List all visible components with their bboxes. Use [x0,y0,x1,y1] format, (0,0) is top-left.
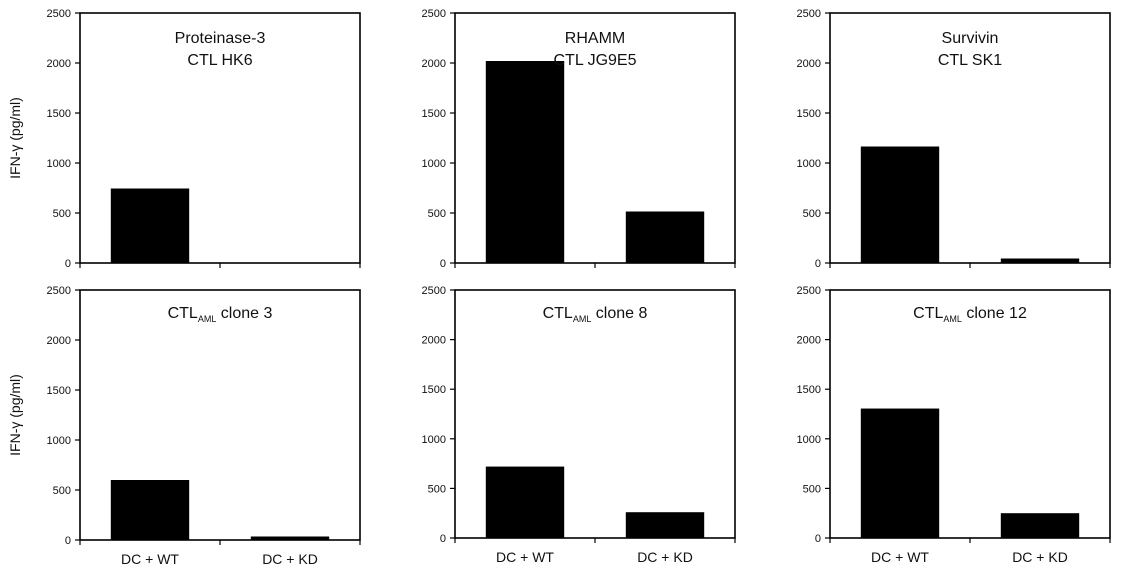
chart-panel-3: 0 500 1000 1500 2000 2500 Survivin CTL SK1 [797,8,1111,270]
y-tick-label: 2000 [47,58,71,70]
y-tick-label: 1000 [422,158,446,170]
bar-dc-kd [1000,513,1080,538]
bar-dc-wt [110,188,190,263]
panel-title: Proteinase-3 [175,30,266,47]
y-tick-label: 1000 [797,158,821,170]
y-tick-label: 2500 [47,8,71,20]
panel-title: CTL SK1 [938,52,1002,69]
y-tick-label: 1500 [422,384,446,396]
bar-dc-wt [485,466,565,538]
bar-dc-kd [250,536,330,540]
panel-title: CTLAML clone 3 [168,305,273,324]
bar-dc-wt [485,61,565,263]
y-tick-label: 0 [65,535,71,547]
y-tick-label: 500 [428,483,446,495]
x-tick-label: DC + KD [637,549,693,565]
x-tick-label: DC + WT [496,549,554,565]
y-tick-label: 2000 [422,58,446,70]
bar-dc-kd [625,512,705,538]
y-tick-label: 0 [815,258,821,270]
y-tick-label: 2000 [47,335,71,347]
y-tick-label: 1500 [797,108,821,120]
y-tick-label: 2500 [422,285,446,297]
y-tick-label: 500 [53,485,71,497]
y-tick-label: 1500 [47,108,71,120]
x-tick-label: DC + WT [871,549,929,565]
chart-panel-1: 0 500 1000 1500 2000 2500 Proteinase-3 CTL HK6 I… [7,8,361,270]
y-tick-label: 500 [803,208,821,220]
bar-dc-kd [625,211,705,263]
bar-dc-kd [1000,258,1080,263]
y-tick-label: 2500 [422,8,446,20]
x-tick-label: DC + KD [262,551,318,567]
chart-panel-6: 0 500 1000 1500 2000 2500 DC + WT DC + KD CTLAML… [797,285,1111,565]
panel-title: RHAMM [565,30,625,47]
y-axis-label: IFN-γ (pg/ml) [7,374,23,456]
y-tick-label: 0 [65,258,71,270]
y-tick-label: 0 [440,258,446,270]
y-tick-label: 1000 [422,434,446,446]
panel-title: Survivin [942,30,999,47]
y-tick-label: 2500 [47,285,71,297]
y-tick-label: 2000 [797,58,821,70]
y-tick-label: 0 [815,533,821,545]
y-tick-label: 1000 [797,434,821,446]
y-tick-label: 1000 [47,435,71,447]
y-tick-label: 2500 [797,285,821,297]
bar-dc-wt [110,480,190,540]
chart-panel-2: 0 500 1000 1500 2000 2500 RHAMM CTL JG9E5 [422,8,736,270]
y-tick-label: 0 [440,533,446,545]
bar-dc-wt [860,408,940,538]
chart-panel-4: 0 500 1000 1500 2000 2500 DC + WT DC + KD CTLAML… [7,285,361,567]
bar-dc-wt [860,146,940,263]
y-axis-label: IFN-γ (pg/ml) [7,97,23,179]
x-tick-label: DC + WT [121,551,179,567]
y-tick-label: 1500 [47,385,71,397]
y-tick-label: 500 [53,208,71,220]
y-tick-label: 500 [428,208,446,220]
y-tick-label: 500 [803,483,821,495]
x-tick-label: DC + KD [1012,549,1068,565]
y-tick-label: 1000 [47,158,71,170]
panel-title: CTL HK6 [187,52,252,69]
y-tick-label: 2000 [422,335,446,347]
panel-title: CTL JG9E5 [554,52,637,69]
y-tick-label: 1500 [422,108,446,120]
chart-panel-5: 0 500 1000 1500 2000 2500 DC + WT DC + KD CTLAML… [422,285,736,565]
y-tick-label: 2000 [797,335,821,347]
panel-title: CTLAML clone 8 [543,305,648,324]
y-tick-label: 2500 [797,8,821,20]
panel-title: CTLAML clone 12 [913,305,1027,324]
y-tick-label: 1500 [797,384,821,396]
